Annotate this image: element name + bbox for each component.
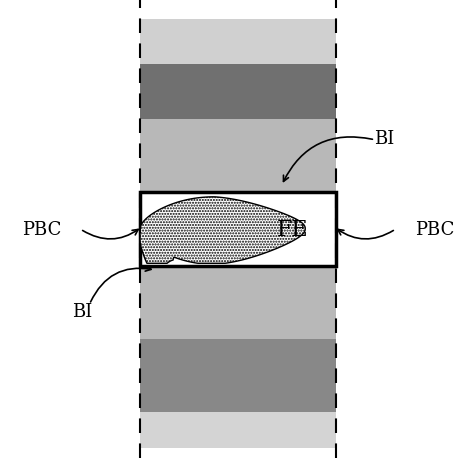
Bar: [139, 193, 337, 266]
Bar: [139, 20, 337, 65]
Bar: [139, 266, 337, 339]
Text: BI: BI: [72, 302, 93, 320]
Text: PBC: PBC: [415, 220, 454, 239]
Polygon shape: [140, 197, 305, 264]
Bar: [139, 120, 337, 193]
Text: PBC: PBC: [22, 220, 61, 239]
Bar: [139, 339, 337, 412]
Bar: [139, 412, 337, 448]
Text: FE: FE: [277, 218, 308, 241]
Bar: [139, 65, 337, 120]
Text: BI: BI: [374, 129, 395, 147]
